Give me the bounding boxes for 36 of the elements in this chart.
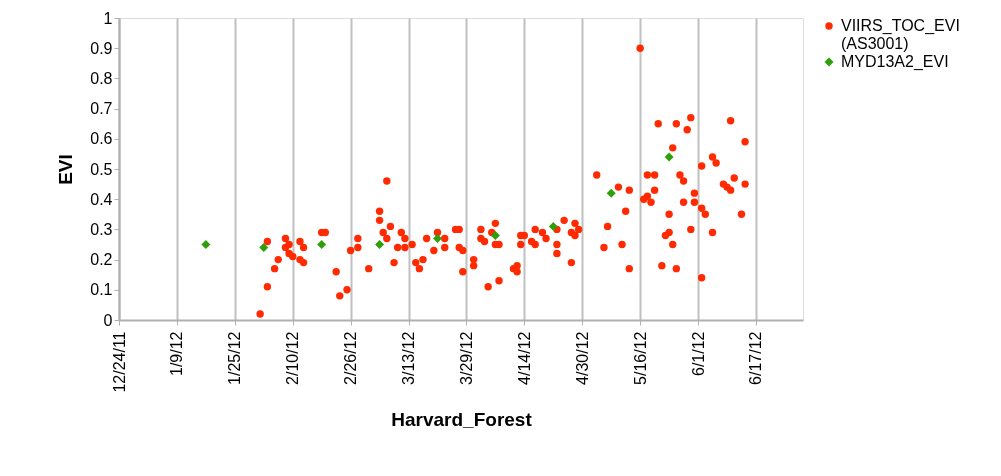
y-tick-label: 1 xyxy=(103,9,113,27)
x-tick-label: 2/26/12 xyxy=(342,331,360,385)
point xyxy=(375,240,385,249)
point xyxy=(433,233,442,243)
y-tick-label: 0.5 xyxy=(90,160,113,178)
y-tick-label: 0.6 xyxy=(90,130,113,148)
point xyxy=(548,221,558,231)
x-tick-label: 2/10/12 xyxy=(284,331,302,385)
x-tick-label: 6/17/12 xyxy=(747,331,765,385)
point xyxy=(606,188,616,198)
y-tick-label: 0.8 xyxy=(90,69,113,87)
y-tick-label: 0.2 xyxy=(90,251,113,269)
x-tick-label: 6/1/12 xyxy=(689,331,707,376)
y-tick-label: 0.3 xyxy=(90,220,113,238)
point xyxy=(664,152,674,162)
point xyxy=(490,230,500,240)
x-tick-label: 1/25/12 xyxy=(226,331,244,385)
x-tick-label: 3/13/12 xyxy=(400,331,418,385)
point xyxy=(317,240,327,249)
legend-label: VIIRS_TOC_EVI (AS3001) xyxy=(841,17,960,52)
x-tick-label: 4/30/12 xyxy=(573,331,591,385)
x-tick-label: 4/14/12 xyxy=(515,331,533,385)
x-tick-label: 5/16/12 xyxy=(631,331,649,385)
x-axis-title: Harvard_Forest xyxy=(391,408,533,430)
y-tick-label: 0.1 xyxy=(90,281,113,299)
y-tick-label: 0 xyxy=(103,311,113,329)
x-tick-label: 3/29/12 xyxy=(457,331,475,385)
y-tick-label: 0.7 xyxy=(90,100,113,118)
y-tick-label: 0.9 xyxy=(90,39,113,57)
y-axis-title: EVI xyxy=(55,154,77,185)
point xyxy=(259,243,269,252)
legend-label: MYD13A2_EVI xyxy=(841,53,949,71)
x-tick-label: 1/9/12 xyxy=(168,331,186,376)
y-tick-label: 0.4 xyxy=(90,190,113,208)
point xyxy=(201,240,211,249)
x-tick-label: 12/24/11 xyxy=(110,331,128,393)
